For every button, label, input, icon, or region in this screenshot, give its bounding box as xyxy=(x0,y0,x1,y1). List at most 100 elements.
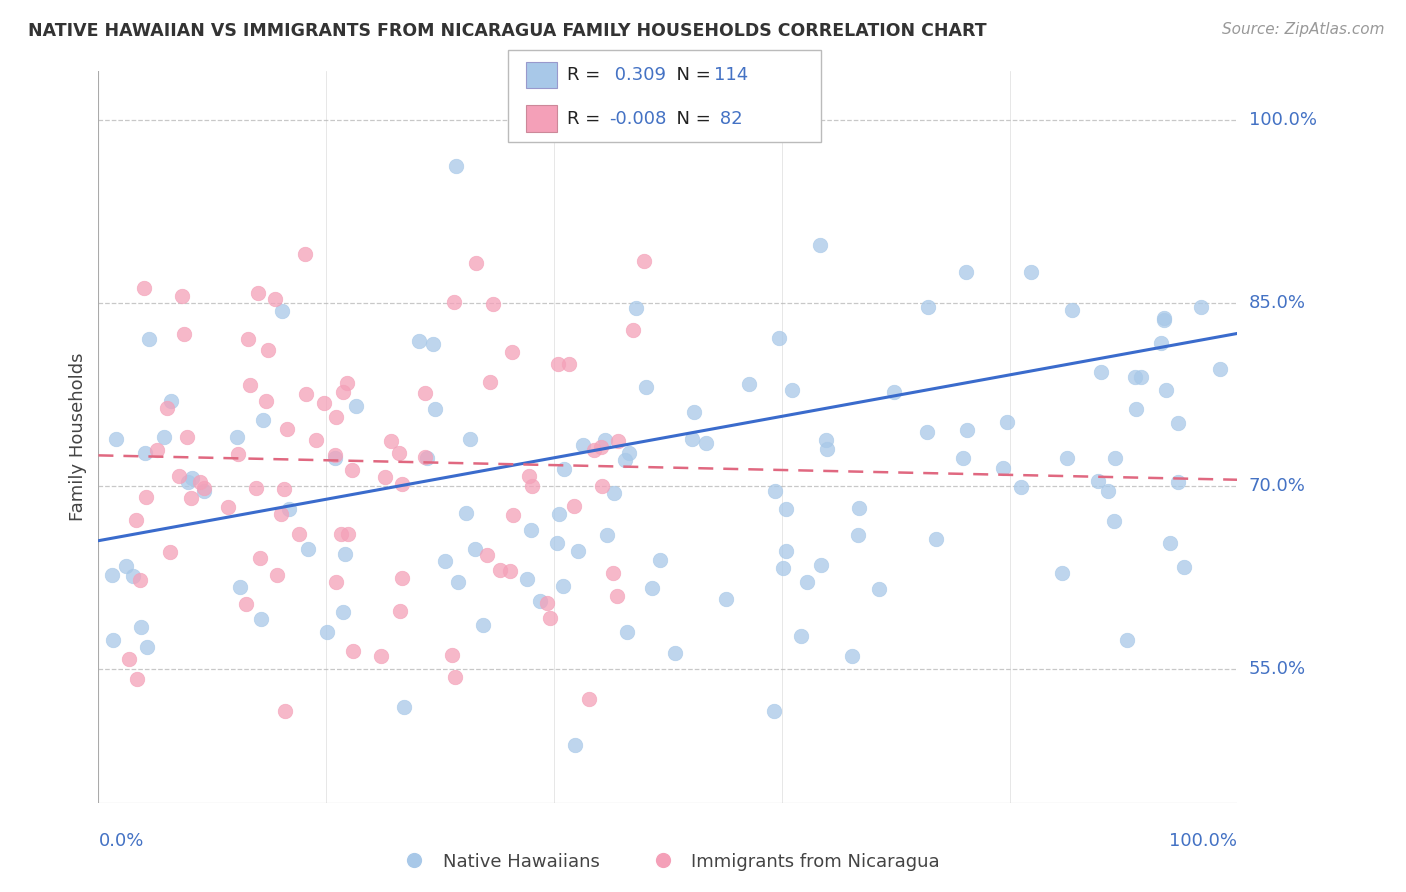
Point xyxy=(634,380,657,394)
Point xyxy=(995,416,1018,430)
Point xyxy=(325,450,347,465)
Point xyxy=(264,292,287,306)
Point xyxy=(536,596,558,610)
Text: 0.0%: 0.0% xyxy=(98,832,143,850)
Point xyxy=(125,673,148,687)
Point xyxy=(337,527,360,541)
Point xyxy=(136,640,159,654)
Point xyxy=(917,300,939,314)
Point xyxy=(423,402,446,417)
Point xyxy=(955,265,977,279)
Point xyxy=(562,499,585,513)
Point xyxy=(616,625,638,640)
Point xyxy=(558,357,581,371)
Point xyxy=(917,425,939,439)
Point xyxy=(714,591,737,606)
Point xyxy=(1050,566,1073,580)
Point xyxy=(228,447,250,461)
Point xyxy=(1090,365,1112,379)
Point xyxy=(188,475,211,490)
Text: Source: ZipAtlas.com: Source: ZipAtlas.com xyxy=(1222,22,1385,37)
Point xyxy=(444,159,467,173)
Point xyxy=(273,482,295,496)
Point xyxy=(763,704,786,718)
Point xyxy=(619,446,641,460)
Point xyxy=(1167,475,1189,489)
Point xyxy=(413,450,436,464)
Point xyxy=(464,541,486,556)
Point xyxy=(332,385,354,400)
Point xyxy=(648,553,671,567)
Point xyxy=(553,461,575,475)
Point xyxy=(344,399,367,413)
Text: 0.309: 0.309 xyxy=(609,66,666,84)
Point xyxy=(1104,514,1126,528)
Point xyxy=(295,387,318,401)
Text: 70.0%: 70.0% xyxy=(1249,477,1306,495)
Point xyxy=(621,324,644,338)
Y-axis label: Family Households: Family Households xyxy=(69,353,87,521)
Point xyxy=(129,620,152,634)
Point xyxy=(737,377,759,392)
Text: -0.008: -0.008 xyxy=(609,110,666,128)
Point xyxy=(846,527,869,541)
Point xyxy=(101,567,124,582)
Point xyxy=(808,237,831,252)
Point xyxy=(330,526,353,541)
Point xyxy=(538,611,561,625)
Point xyxy=(1104,450,1126,465)
Point xyxy=(814,434,837,448)
Point xyxy=(1116,632,1139,647)
Point xyxy=(664,646,686,660)
Point xyxy=(593,433,616,447)
Point xyxy=(501,345,523,359)
Point xyxy=(336,376,359,391)
Point xyxy=(1062,303,1084,318)
Point xyxy=(225,430,247,444)
Point xyxy=(252,413,274,427)
Point xyxy=(415,451,437,466)
Point xyxy=(122,568,145,582)
Text: R =: R = xyxy=(567,110,606,128)
Point xyxy=(472,617,495,632)
Text: NATIVE HAWAIIAN VS IMMIGRANTS FROM NICARAGUA FAMILY HOUSEHOLDS CORRELATION CHART: NATIVE HAWAIIAN VS IMMIGRANTS FROM NICAR… xyxy=(28,22,987,40)
Point xyxy=(270,303,292,318)
Point xyxy=(547,357,569,371)
Point xyxy=(370,649,392,664)
Point xyxy=(633,254,655,268)
Point xyxy=(152,429,174,443)
Point xyxy=(305,433,328,447)
Point xyxy=(763,483,786,498)
Point xyxy=(443,295,465,310)
Point xyxy=(413,385,436,400)
Point xyxy=(1173,560,1195,574)
Point xyxy=(325,410,347,425)
Point xyxy=(247,285,270,300)
Point xyxy=(481,297,503,311)
Point xyxy=(159,545,181,559)
Point xyxy=(775,544,797,558)
Point xyxy=(640,582,662,596)
Point xyxy=(440,648,463,663)
Point xyxy=(572,437,595,451)
Point xyxy=(249,551,271,566)
Point xyxy=(245,481,267,495)
Point xyxy=(294,247,316,261)
Point xyxy=(602,486,624,500)
Point xyxy=(177,475,200,489)
Point xyxy=(173,327,195,342)
Point xyxy=(1056,450,1078,465)
Point xyxy=(551,579,574,593)
Point xyxy=(340,463,363,477)
Point xyxy=(392,700,415,714)
Point xyxy=(266,568,288,582)
Point xyxy=(768,331,790,345)
Point xyxy=(333,547,356,561)
Point xyxy=(380,434,402,449)
Point xyxy=(422,336,444,351)
Point xyxy=(458,433,481,447)
Point xyxy=(325,574,347,589)
Point xyxy=(391,477,413,491)
Point xyxy=(498,565,520,579)
Point xyxy=(1153,313,1175,327)
